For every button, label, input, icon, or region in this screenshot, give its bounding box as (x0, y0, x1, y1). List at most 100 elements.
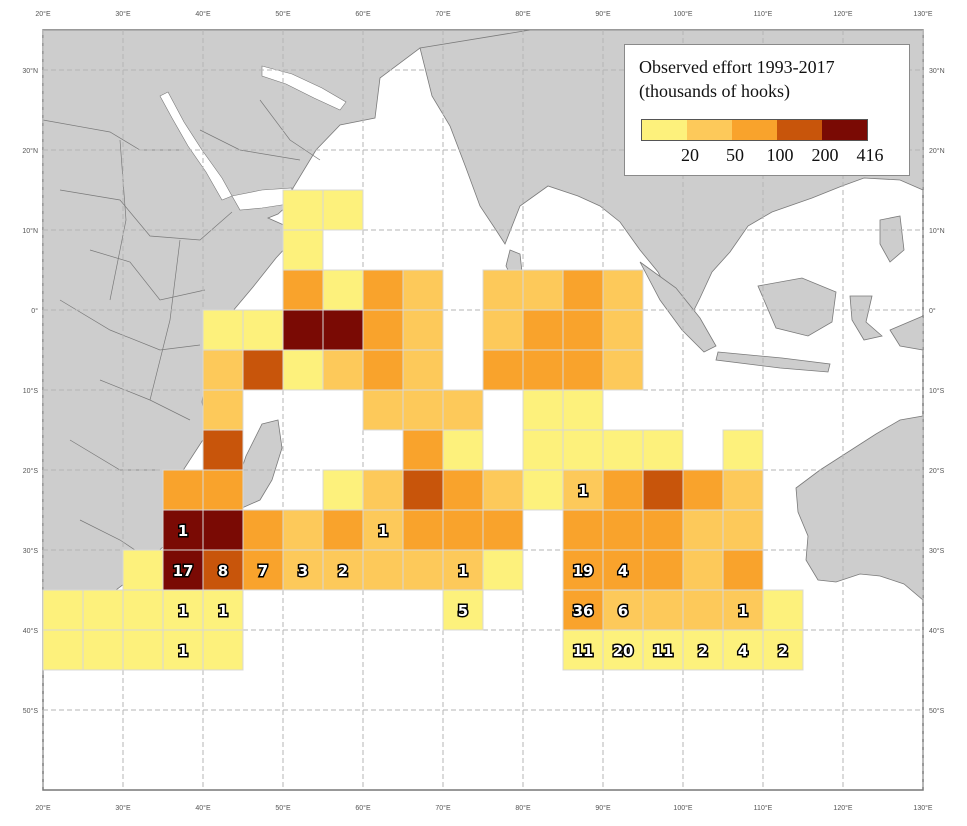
effort-cell (642, 469, 684, 511)
effort-cell (242, 509, 284, 551)
cell-count-label: 1 (738, 602, 748, 620)
lat-tick-label: 10°N (929, 227, 945, 235)
effort-cell (602, 629, 644, 671)
effort-cell (562, 309, 604, 351)
cell-count-label: 8 (218, 562, 228, 580)
effort-cell (562, 389, 604, 431)
cell-count-label: 1 (378, 522, 388, 540)
legend-swatch (687, 120, 732, 140)
effort-cell (202, 309, 244, 351)
lat-tick-label: 40°S (23, 627, 39, 635)
cell-count-label: 1 (178, 602, 188, 620)
legend-title-line1: Observed effort 1993-2017 (639, 57, 835, 77)
effort-cell (522, 469, 564, 511)
effort-cell (722, 429, 764, 471)
legend-swatch (822, 120, 867, 140)
effort-cell (322, 269, 364, 311)
lon-tick-label: 60°E (355, 10, 371, 18)
effort-cell (602, 549, 644, 591)
effort-cell (562, 429, 604, 471)
effort-cell (282, 549, 324, 591)
effort-cell (242, 549, 284, 591)
effort-cell (602, 589, 644, 631)
lat-tick-label: 20°N (22, 147, 38, 155)
effort-cell (362, 269, 404, 311)
lon-tick-label: 80°E (515, 10, 531, 18)
effort-cell (122, 589, 164, 631)
effort-cell (482, 469, 524, 511)
cell-count-label: 1 (218, 602, 228, 620)
lat-tick-label: 30°S (929, 547, 945, 555)
cell-count-label: 4 (618, 562, 628, 580)
lat-tick-label: 40°S (929, 627, 945, 635)
effort-cell (242, 349, 284, 391)
lon-tick-label: 40°E (195, 804, 211, 812)
effort-cell (562, 469, 604, 511)
lat-tick-label: 20°N (929, 147, 945, 155)
lon-tick-label: 130°E (913, 804, 932, 812)
effort-cell (82, 589, 124, 631)
effort-cell (42, 589, 84, 631)
effort-cell (642, 549, 684, 591)
effort-cell (282, 229, 324, 271)
cell-count-label: 2 (698, 642, 708, 660)
effort-cell (82, 629, 124, 671)
lon-tick-label: 80°E (515, 804, 531, 812)
java-landmass (715, 351, 831, 373)
effort-cell (362, 549, 404, 591)
effort-cell (162, 629, 204, 671)
cell-count-label: 3 (298, 562, 308, 580)
effort-cell (722, 469, 764, 511)
lat-tick-label: 50°S (929, 707, 945, 715)
lon-tick-label: 120°E (833, 10, 852, 18)
lon-tick-label: 50°E (275, 804, 291, 812)
effort-cell (202, 429, 244, 471)
lon-tick-label: 30°E (115, 10, 131, 18)
lon-tick-label: 120°E (833, 804, 852, 812)
effort-cell (482, 309, 524, 351)
legend-title: Observed effort 1993-2017 (thousands of … (639, 55, 835, 103)
borneo-landmass (757, 277, 837, 337)
cell-count-label: 20 (613, 642, 634, 660)
effort-cell (522, 269, 564, 311)
effort-cell (602, 269, 644, 311)
effort-cell (442, 509, 484, 551)
effort-cell (442, 469, 484, 511)
legend-title-line2: (thousands of hooks) (639, 81, 790, 101)
effort-cell (402, 429, 444, 471)
axis-ticks: 20°E 20°E 30°E 30°E 40°E 40°E 50°E 50°E 60°E 60°E… (22, 10, 944, 812)
lat-tick-label: 10°S (23, 387, 39, 395)
effort-cell (322, 549, 364, 591)
effort-cell (482, 549, 524, 591)
effort-cell (202, 389, 244, 431)
effort-cell (762, 589, 804, 631)
effort-cell (402, 389, 444, 431)
effort-cell (362, 509, 404, 551)
lat-tick-label: 10°S (929, 387, 945, 395)
lon-tick-label: 110°E (754, 804, 773, 812)
lon-tick-label: 90°E (595, 10, 611, 18)
effort-cell (402, 549, 444, 591)
lon-tick-label: 20°E (35, 10, 51, 18)
effort-cell (162, 509, 204, 551)
effort-cell (362, 389, 404, 431)
effort-cell (722, 509, 764, 551)
cell-count-label: 1 (578, 482, 588, 500)
cell-count-label: 1 (178, 642, 188, 660)
legend-swatch (732, 120, 777, 140)
lon-tick-label: 70°E (435, 804, 451, 812)
effort-cell (402, 469, 444, 511)
effort-cell (722, 549, 764, 591)
effort-cell (322, 349, 364, 391)
effort-cell (282, 349, 324, 391)
cell-count-label: 2 (338, 562, 348, 580)
effort-cell (682, 549, 724, 591)
legend-break-label: 100 (766, 145, 794, 165)
lon-tick-label: 100°E (673, 804, 692, 812)
legend-break-label: 20 (681, 145, 699, 165)
effort-cell (42, 629, 84, 671)
legend-color-bar (641, 119, 868, 141)
legend-break-label: 200 (811, 145, 839, 165)
effort-cell (202, 589, 244, 631)
cell-count-label: 6 (618, 602, 628, 620)
